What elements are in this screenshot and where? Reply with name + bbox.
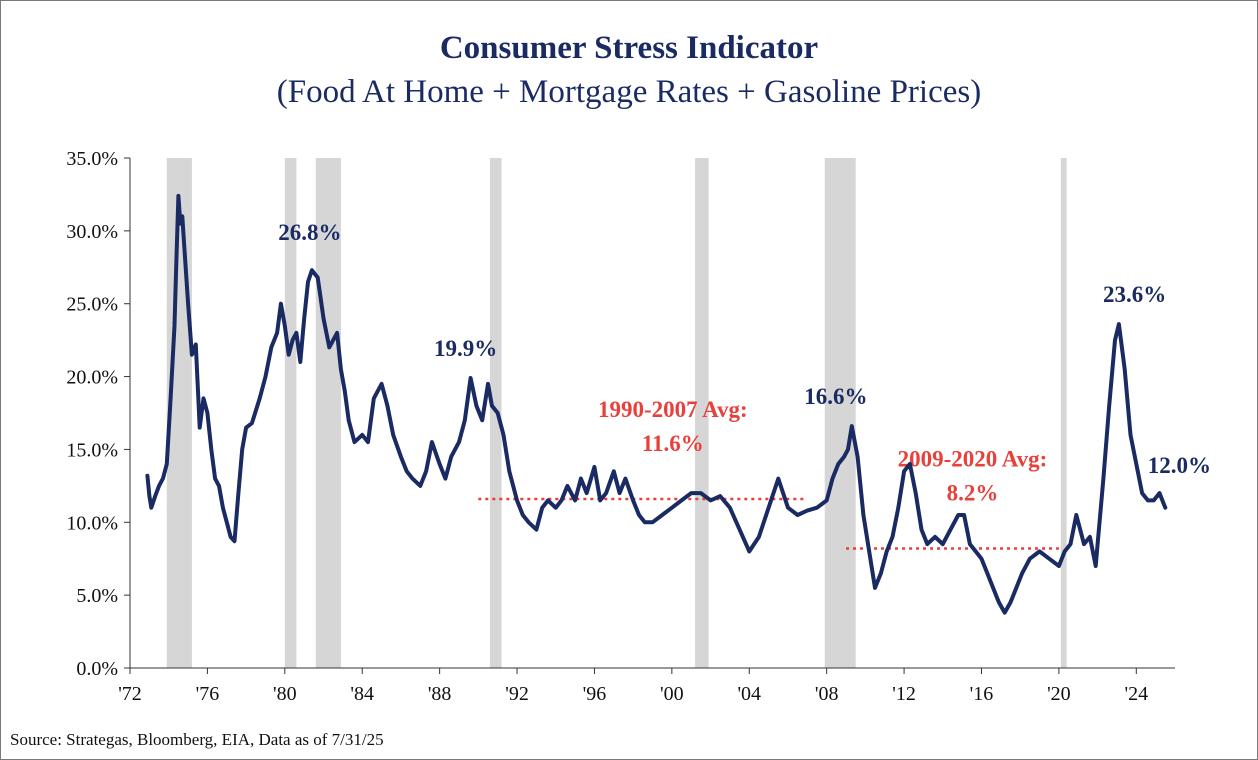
- y-tick-label-5: 25.0%: [66, 294, 118, 316]
- recession-band-4: [695, 158, 709, 668]
- y-tick-label-7: 35.0%: [66, 148, 118, 170]
- series-line: [145, 193, 1168, 615]
- recession-band-1: [284, 158, 297, 668]
- x-tick-label-9: '08: [815, 683, 839, 705]
- x-tick-label-4: '88: [428, 683, 452, 705]
- chart-subtitle: (Food At Home + Mortgage Rates + Gasolin…: [276, 74, 982, 110]
- x-tick-label-11: '16: [970, 683, 994, 705]
- peak-label-3: 23.6%: [1103, 282, 1166, 307]
- y-tick-label-6: 30.0%: [66, 221, 118, 243]
- avg-value-1: 8.2%: [947, 481, 999, 506]
- y-tick-label-4: 20.0%: [66, 367, 118, 389]
- x-tick-label-5: '92: [505, 683, 529, 705]
- peak-label-4: 12.0%: [1148, 453, 1211, 478]
- x-tick-label-8: '04: [737, 683, 761, 705]
- peak-label-2: 16.6%: [804, 384, 867, 409]
- x-tick-label-1: '76: [196, 683, 220, 705]
- y-tick-label-0: 0.0%: [76, 658, 118, 680]
- y-tick-label-2: 10.0%: [66, 512, 118, 534]
- x-tick-label-10: '12: [892, 683, 916, 705]
- avg-label-0: 1990-2007 Avg:: [598, 397, 748, 422]
- peak-label-1: 19.9%: [434, 336, 497, 361]
- avg-label-1: 2009-2020 Avg:: [898, 447, 1048, 472]
- avg-value-0: 11.6%: [642, 431, 704, 456]
- recession-band-6: [1060, 158, 1067, 668]
- x-tick-label-6: '96: [583, 683, 607, 705]
- source-note: Source: Strategas, Bloomberg, EIA, Data …: [10, 730, 384, 749]
- x-tick-label-7: '00: [660, 683, 684, 705]
- x-tick-label-0: '72: [118, 683, 142, 705]
- x-tick-label-12: '20: [1047, 683, 1071, 705]
- y-tick-label-1: 5.0%: [76, 585, 118, 607]
- x-tick-label-13: '24: [1124, 683, 1148, 705]
- x-tick-label-2: '80: [273, 683, 297, 705]
- y-tick-label-3: 15.0%: [66, 439, 118, 461]
- recession-band-5: [824, 158, 856, 668]
- chart-title: Consumer Stress Indicator: [439, 30, 819, 66]
- x-tick-label-3: '84: [350, 683, 374, 705]
- peak-label-0: 26.8%: [278, 220, 341, 245]
- recession-band-2: [315, 158, 341, 668]
